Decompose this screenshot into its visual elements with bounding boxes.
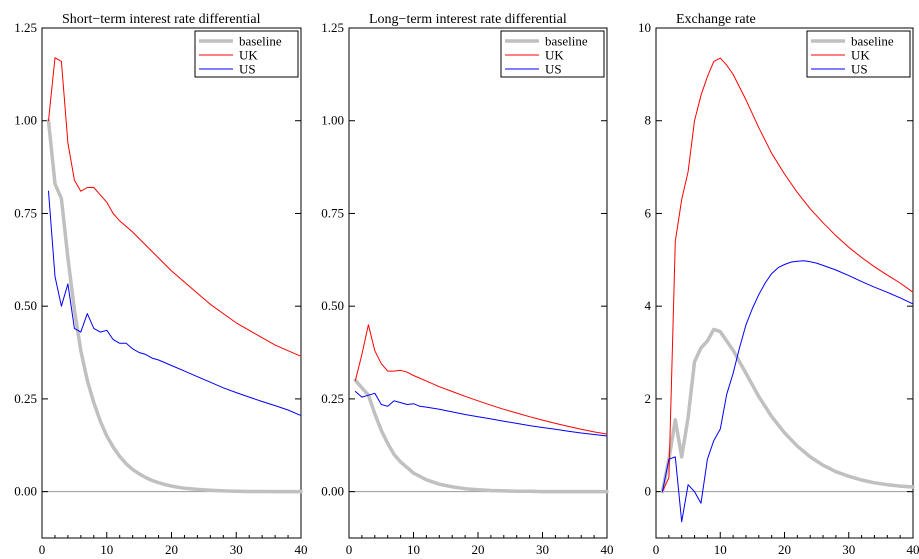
chart-title: Exchange rate	[676, 12, 756, 27]
x-tick-label: 20	[165, 542, 178, 557]
x-tick-label: 30	[536, 542, 549, 557]
x-tick-label: 30	[842, 542, 855, 557]
x-tick-label: 10	[100, 542, 113, 557]
x-tick-label: 40	[601, 542, 614, 557]
y-tick-label: 8	[645, 113, 652, 128]
y-tick-label: 0.75	[14, 205, 37, 220]
y-tick-label: 6	[645, 205, 652, 220]
y-tick-label: 10	[638, 20, 651, 35]
series-line-us	[354, 391, 608, 437]
chart-title: Long−term interest rate differential	[369, 12, 567, 27]
series-line-uk	[354, 324, 608, 435]
plot-frame	[41, 27, 302, 539]
y-tick-label: 0	[645, 484, 652, 499]
legend-label: US	[851, 62, 868, 77]
y-tick-label: 1.00	[14, 113, 37, 128]
y-tick-label: 2	[645, 391, 652, 406]
y-tick-label: 1.25	[321, 20, 344, 35]
y-tick-label: 0.50	[14, 298, 37, 313]
y-tick-label: 4	[645, 298, 652, 313]
series-line-baseline	[46, 118, 303, 494]
series-line-uk	[48, 57, 302, 357]
x-tick-label: 20	[778, 542, 791, 557]
chart-panel-1: Short−term interest rate differential 0.0…	[14, 12, 307, 557]
legend-label: US	[545, 62, 562, 77]
legend-label: UK	[239, 48, 258, 63]
x-tick-label: 20	[472, 542, 485, 557]
y-tick-label: 0.25	[14, 391, 37, 406]
legend-label: baseline	[851, 34, 894, 49]
chart-title: Short−term interest rate differential	[62, 12, 261, 27]
x-tick-label: 10	[407, 542, 420, 557]
x-tick-label: 30	[230, 542, 243, 557]
y-tick-label: 1.00	[321, 113, 344, 128]
plot-frame	[348, 27, 608, 539]
series-line-us	[48, 190, 302, 417]
series-line-us	[661, 260, 914, 523]
plot-frame	[655, 27, 914, 539]
x-tick-label: 0	[39, 542, 46, 557]
y-tick-label: 1.25	[14, 20, 37, 35]
legend-label: UK	[851, 48, 870, 63]
series-line-baseline	[660, 327, 915, 494]
y-tick-label: 0.50	[321, 298, 344, 313]
y-tick-label: 0.00	[14, 484, 37, 499]
series-line-uk	[661, 57, 914, 493]
legend-label: US	[239, 62, 256, 77]
y-tick-label: 0.25	[321, 391, 344, 406]
x-tick-label: 10	[714, 542, 727, 557]
chart-panel-2: Long−term interest rate differential 0.00…	[321, 12, 613, 557]
series-line-baseline	[353, 378, 609, 494]
x-tick-label: 40	[907, 542, 919, 557]
chart-panel-3: Exchange rate 0 2 4 6 8 10 0 10 20 30 40 baselineUKU…	[638, 12, 919, 557]
x-tick-label: 40	[295, 542, 308, 557]
x-tick-label: 0	[346, 542, 353, 557]
x-tick-label: 0	[653, 542, 660, 557]
y-tick-label: 0.75	[321, 205, 344, 220]
legend-label: baseline	[545, 34, 588, 49]
legend-label: UK	[545, 48, 564, 63]
legend-label: baseline	[239, 34, 282, 49]
y-tick-label: 0.00	[321, 484, 344, 499]
